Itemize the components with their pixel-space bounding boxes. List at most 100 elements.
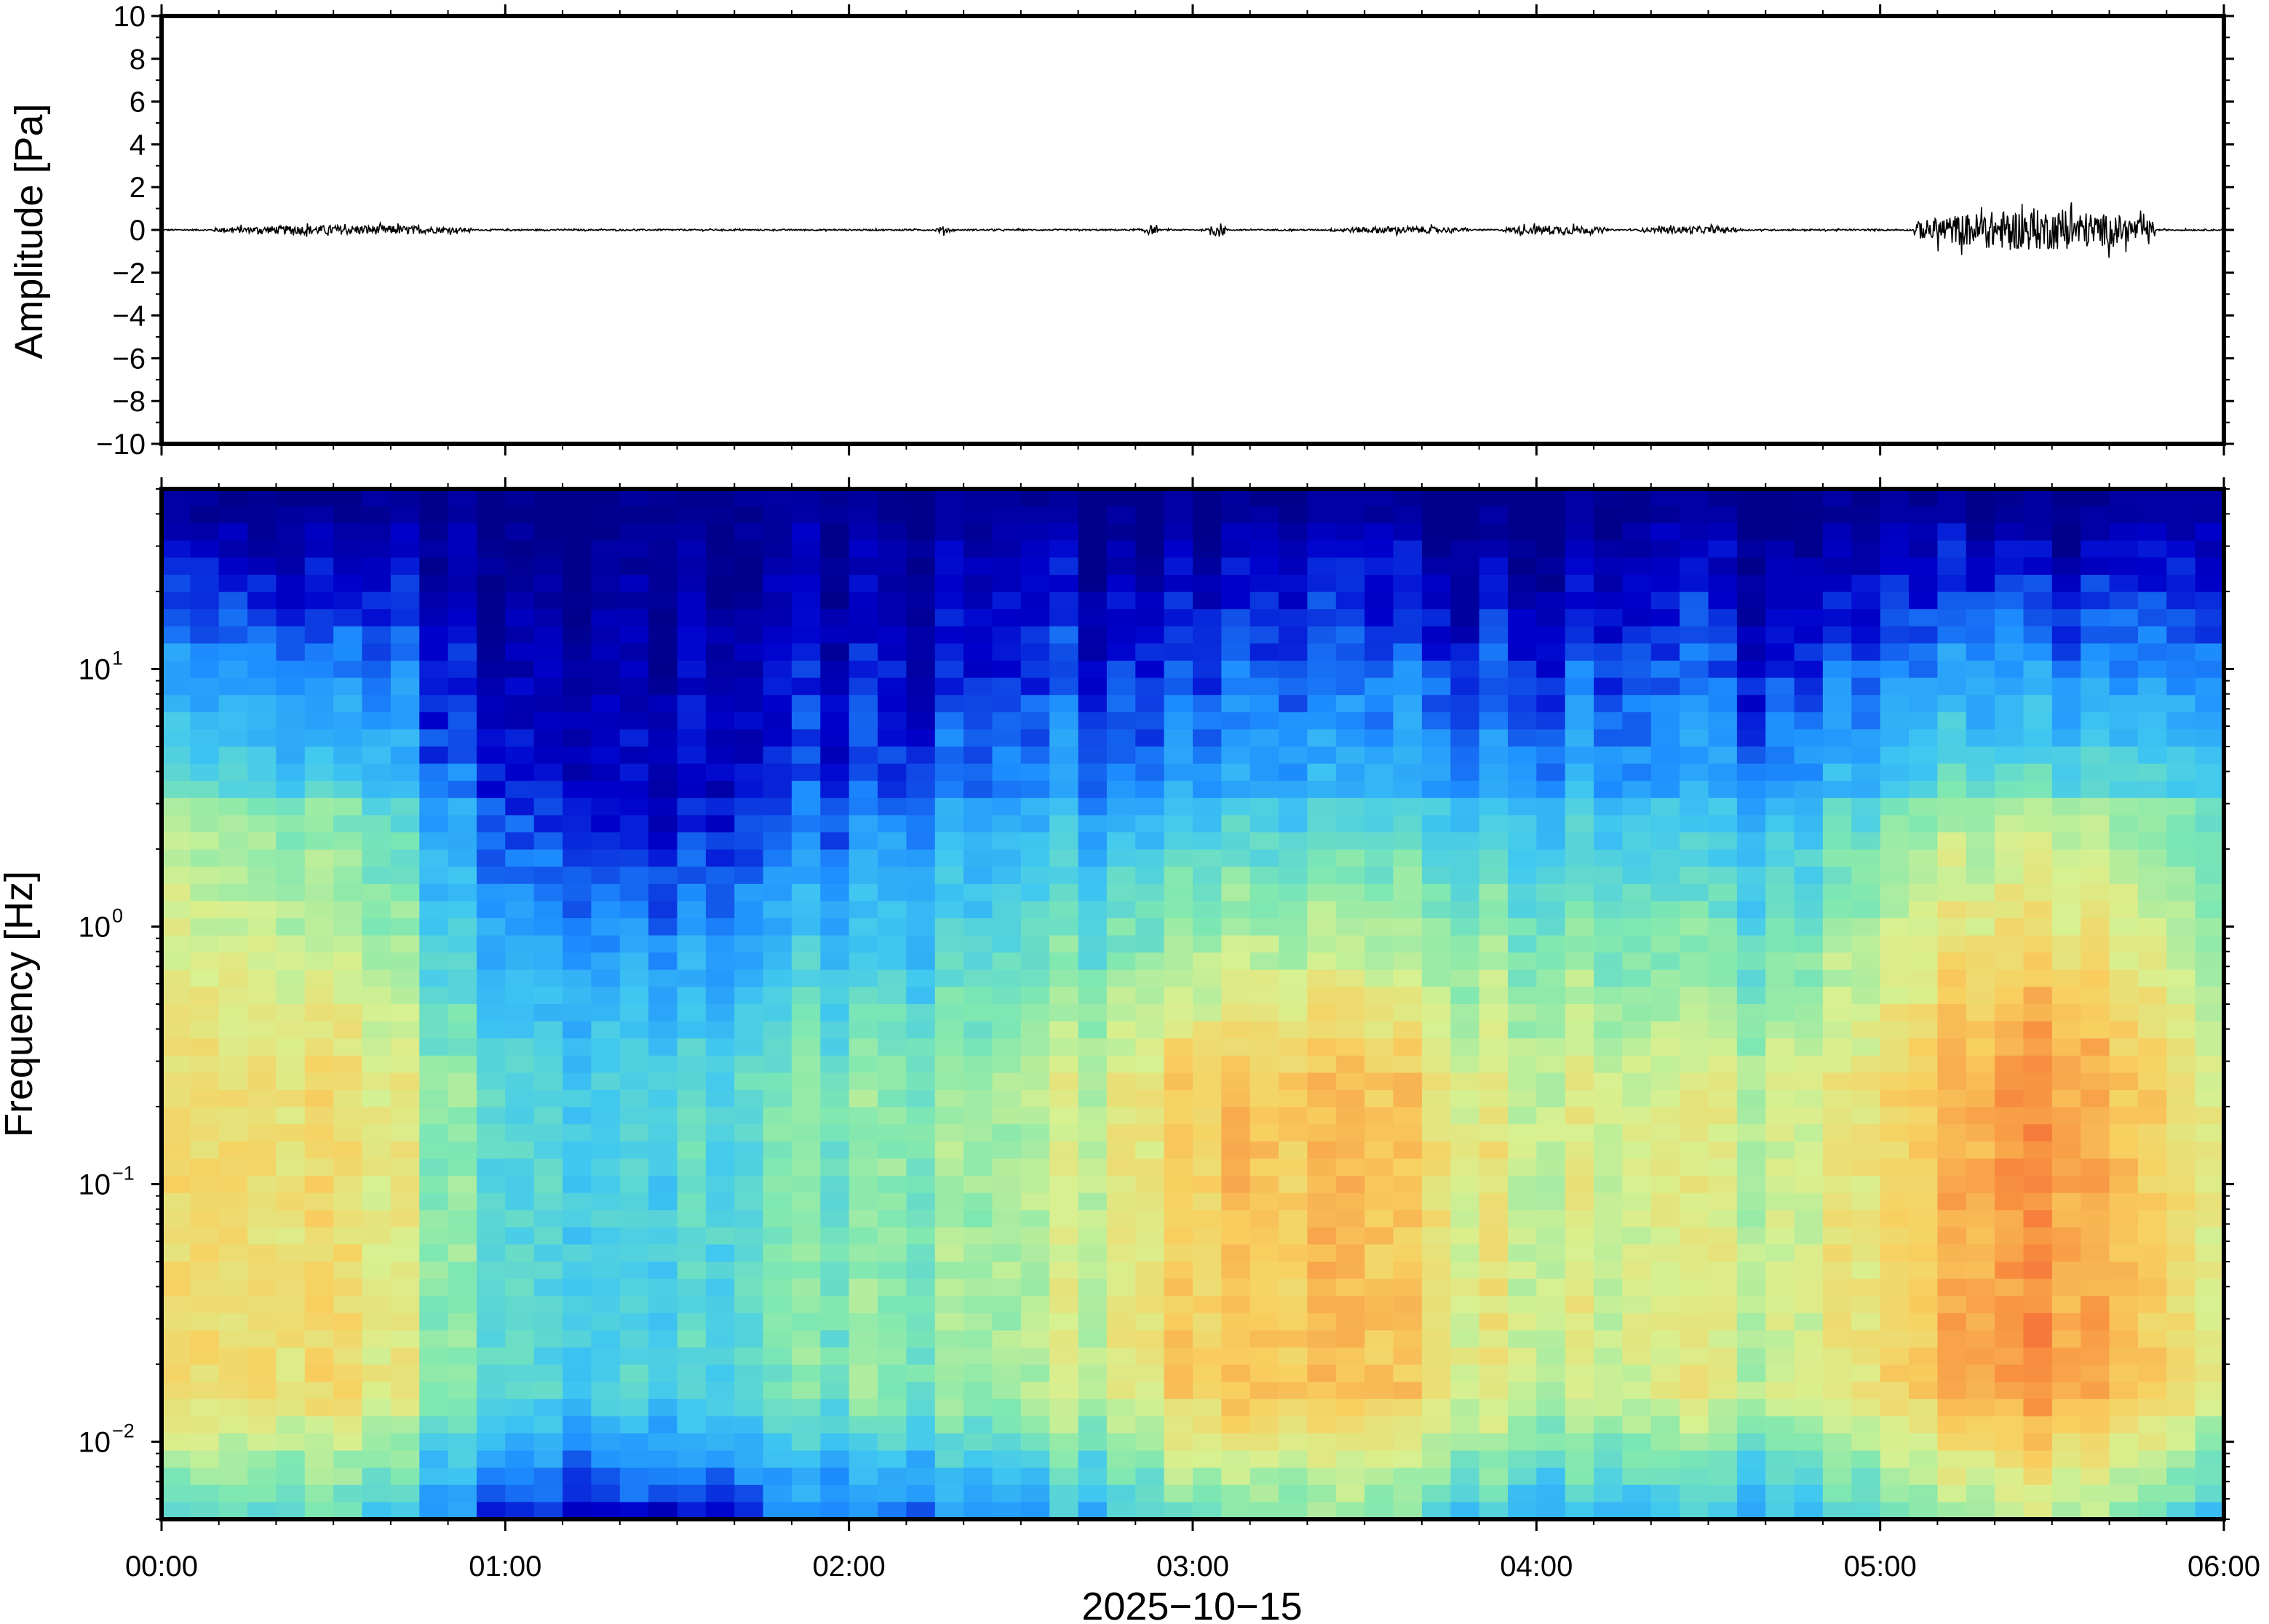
spectrogram-cell <box>1421 1021 1452 1039</box>
spectrogram-cell <box>1393 677 1423 696</box>
spectrogram-cell <box>1393 849 1423 867</box>
spectrogram-cell <box>1421 609 1452 627</box>
spectrogram-cell <box>1508 1193 1538 1211</box>
spectrogram-cell <box>1937 815 1967 833</box>
spectrogram-cell <box>1880 1278 1910 1297</box>
spectrogram-cell <box>276 832 306 851</box>
spectrogram-cell <box>1020 506 1050 524</box>
spectrogram-cell <box>1221 1330 1251 1348</box>
spectrogram-cell <box>1995 1124 2024 1142</box>
spectrogram-cell <box>333 1382 363 1400</box>
spectrogram-cell <box>677 1021 707 1039</box>
spectrogram-cell <box>992 1176 1022 1194</box>
spectrogram-cell <box>1794 609 1824 627</box>
spectrogram-cell <box>1937 1141 1967 1160</box>
spectrogram-cell <box>1508 1158 1538 1177</box>
spectrogram-cell <box>1650 747 1680 765</box>
spectrogram-cell <box>1335 1244 1365 1262</box>
spectrogram-cell <box>1193 1244 1223 1262</box>
spectrogram-cell <box>591 523 621 541</box>
spectrogram-cell <box>2051 867 2081 885</box>
spectrogram-cell <box>1335 1004 1365 1022</box>
spectrogram-cell <box>1307 575 1337 593</box>
spectrogram-cell <box>276 1278 306 1297</box>
spectrogram-cell <box>1622 1450 1652 1468</box>
spectrogram-cell <box>1508 1038 1538 1056</box>
spectrogram-cell <box>419 1072 449 1091</box>
spectrogram-cell <box>705 592 736 610</box>
spectrogram-cell <box>648 695 678 713</box>
spectrogram-cell <box>2166 609 2196 627</box>
spectrogram-cell <box>763 1107 792 1125</box>
spectrogram-cell <box>906 1141 936 1160</box>
spectrogram-cell <box>1020 1193 1050 1211</box>
spectrogram-cell <box>304 661 334 679</box>
spectrogram-cell <box>1880 489 1910 507</box>
spectrogram-cell <box>648 661 678 679</box>
spectrogram-cell <box>1307 557 1337 576</box>
spectrogram-cell <box>1736 1382 1767 1400</box>
spectrogram-cell <box>2166 1090 2196 1108</box>
spectrogram-cell <box>619 935 649 953</box>
spectrogram-cell <box>849 1262 878 1280</box>
spectrogram-cell <box>1279 609 1308 627</box>
spectrogram-cell <box>1966 781 1995 799</box>
spectrogram-cell <box>276 849 306 867</box>
spectrogram-cell <box>1851 1382 1881 1400</box>
spectrogram-cell <box>1565 540 1594 559</box>
spectrogram-cell <box>1078 1124 1108 1142</box>
spectrogram-cell <box>1736 1398 1767 1417</box>
spectrogram-cell <box>448 1210 477 1228</box>
spectrogram-cell <box>1565 1313 1594 1332</box>
spectrogram-cell <box>1708 1502 1738 1519</box>
spectrogram-cell <box>1364 969 1394 988</box>
spectrogram-cell <box>1020 1296 1050 1314</box>
spectrogram-cell <box>563 1210 592 1228</box>
spectrogram-cell <box>2109 661 2139 679</box>
spectrogram-cell <box>906 1021 936 1039</box>
spectrogram-cell <box>1622 1364 1652 1382</box>
spectrogram-cell <box>1680 1055 1709 1074</box>
spectrogram-cell <box>763 592 792 610</box>
spectrogram-cell <box>1135 987 1165 1005</box>
spectrogram-cell <box>1450 797 1480 816</box>
spectrogram-cell <box>1307 1124 1337 1142</box>
spectrogram-cell <box>2081 1398 2110 1417</box>
spectrogram-cell <box>218 506 248 524</box>
spectrogram-cell <box>934 1330 964 1348</box>
spectrogram-cell <box>2081 918 2110 936</box>
spectrogram-cell <box>734 1090 764 1108</box>
spectrogram-cell <box>1736 1038 1767 1056</box>
spectrogram-cell <box>1508 1416 1538 1434</box>
spectrogram-cell <box>1421 540 1452 559</box>
spectrogram-cell <box>563 1158 592 1177</box>
spectrogram-cell <box>734 592 764 610</box>
spectrogram-cell <box>906 1072 936 1091</box>
spectrogram-cell <box>1909 1141 1939 1160</box>
spectrogram-cell <box>448 1038 477 1056</box>
spectrogram-cell <box>1307 1502 1337 1519</box>
spectrogram-cell <box>1450 1364 1480 1382</box>
spectrogram-cell <box>734 1021 764 1039</box>
spectrogram-cell <box>1450 1244 1480 1262</box>
spectrogram-cell <box>1536 712 1566 731</box>
spectrogram-cell <box>1106 1262 1137 1280</box>
spectrogram-cell <box>190 1021 220 1039</box>
spectrogram-cell <box>1536 575 1566 593</box>
spectrogram-cell <box>1736 1072 1767 1091</box>
spectrogram-cell <box>1822 1107 1853 1125</box>
spectrogram-cell <box>477 1278 506 1297</box>
spectrogram-cell <box>1822 918 1853 936</box>
spectrogram-cell <box>477 1416 506 1434</box>
spectrogram-cell <box>1794 781 1824 799</box>
spectrogram-cell <box>1135 1158 1165 1177</box>
spectrogram-cell <box>820 1484 850 1503</box>
spectrogram-cell <box>849 952 878 971</box>
spectrogram-cell <box>677 952 707 971</box>
spectrogram-cell <box>734 901 764 919</box>
spectrogram-cell <box>677 1416 707 1434</box>
spectrogram-cell <box>1880 1416 1910 1434</box>
spectrogram-cell <box>1479 1416 1509 1434</box>
spectrogram-cell <box>1966 763 1995 781</box>
spectrogram-cell <box>162 1072 191 1091</box>
